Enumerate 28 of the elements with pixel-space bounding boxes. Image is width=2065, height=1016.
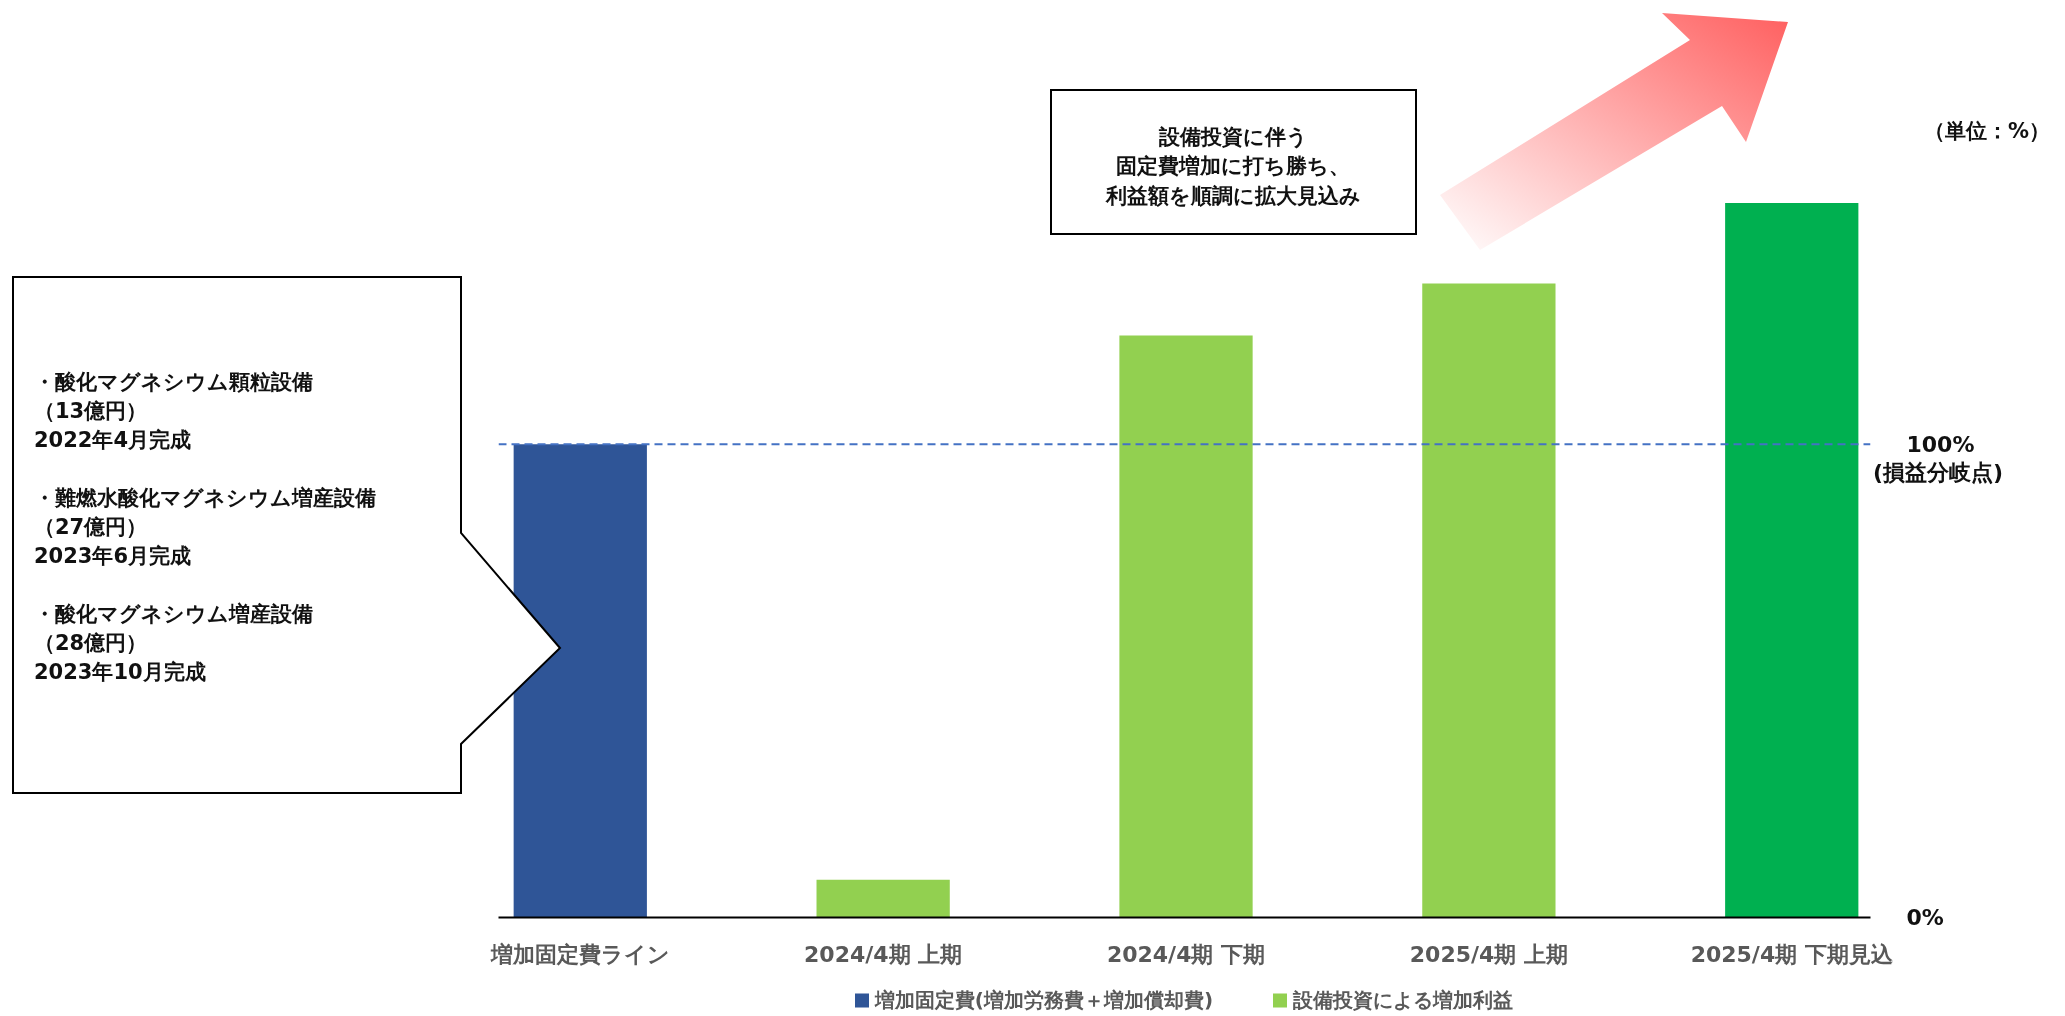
annotation: 利益額を順調に拡大見込み (1105, 183, 1361, 210)
ref-line-label: (損益分岐点) (1873, 459, 2004, 487)
x-tick-label: 2025/4期 下期見込 (1690, 941, 1894, 967)
x-tick-label: 2024/4期 上期 (804, 941, 963, 967)
annotation: 固定費増加に打ち勝ち、 (1116, 153, 1350, 180)
legend-label: 増加固定費(増加労務費＋増加償却費) (873, 986, 1214, 1014)
annotation: 設備投資に伴う (1158, 124, 1308, 151)
bar (513, 444, 647, 918)
text: ・難燃水酸化マグネシウム増産設備 (34, 485, 376, 512)
text: ・酸化マグネシウム顆粒設備 (34, 369, 313, 396)
text: （27億円） (34, 514, 148, 541)
text: （13億円） (34, 398, 148, 425)
bar (1725, 203, 1859, 918)
text: （28億円） (34, 630, 148, 657)
text: 2023年6月完成 (34, 543, 192, 570)
y-tick-label: 0% (1906, 905, 1944, 930)
x-tick-label: 増加固定費ライン (489, 941, 670, 967)
x-tick-label: 2025/4期 上期 (1409, 941, 1568, 967)
text: （単位：%） (1923, 118, 2050, 145)
y-tick-label: 100% (1906, 431, 1975, 457)
legend-label: 設備投資による増加利益 (1292, 986, 1514, 1014)
bar (1119, 335, 1253, 918)
bar (816, 879, 950, 918)
bar (1422, 283, 1556, 918)
text: 2023年10月完成 (34, 659, 206, 686)
x-tick-label: 2024/4期 下期 (1106, 941, 1266, 967)
text: 2022年4月完成 (34, 427, 192, 454)
text: ・酸化マグネシウム増産設備 (34, 601, 313, 628)
